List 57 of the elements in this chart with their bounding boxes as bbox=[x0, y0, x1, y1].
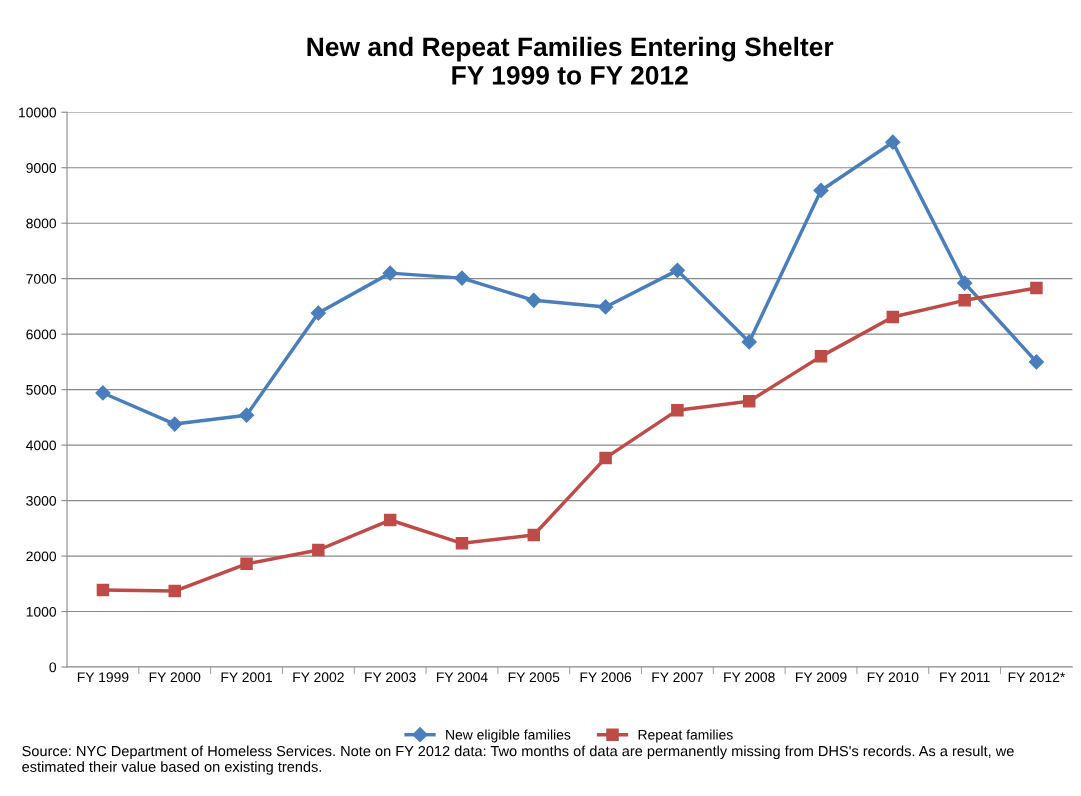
x-tick-label: FY 2000 bbox=[149, 672, 201, 683]
y-tick-label: 4000 bbox=[26, 440, 57, 451]
point bbox=[1030, 281, 1043, 295]
y-tick-label: 1000 bbox=[26, 606, 57, 617]
point bbox=[454, 270, 470, 286]
point bbox=[886, 310, 900, 324]
legend-label: Repeat families bbox=[638, 729, 733, 743]
point bbox=[238, 407, 255, 423]
x-tick-label: FY 2009 bbox=[796, 672, 847, 683]
point bbox=[599, 451, 612, 465]
point bbox=[741, 334, 757, 350]
point bbox=[671, 403, 684, 417]
point bbox=[95, 385, 111, 401]
y-tick-label: 10000 bbox=[19, 107, 57, 118]
point bbox=[742, 395, 756, 408]
y-tick-label: 7000 bbox=[26, 274, 57, 284]
x-tick-label: FY 2004 bbox=[436, 672, 488, 683]
point bbox=[167, 416, 183, 432]
point bbox=[957, 275, 973, 291]
point bbox=[168, 584, 181, 598]
point bbox=[240, 557, 253, 571]
point bbox=[814, 350, 828, 363]
x-tick-label: FY 1999 bbox=[77, 672, 129, 683]
x-tick-label: FY 2010 bbox=[867, 672, 919, 683]
source-note: Source: NYC Department of Homeless Services. Note on FY 2012 data: Two months of data are permanently missing from DHS's records. As a result, we estimated their value based on existing trends. bbox=[22, 745, 1014, 775]
y-tick-label: 3000 bbox=[26, 495, 57, 506]
point bbox=[1028, 354, 1045, 370]
point bbox=[96, 583, 110, 597]
x-tick-label: FY 2006 bbox=[580, 672, 632, 683]
point bbox=[312, 543, 325, 557]
point bbox=[382, 265, 398, 281]
y-tick-label: 0 bbox=[49, 662, 57, 673]
x-tick-label: FY 2002 bbox=[293, 672, 344, 683]
x-tick-label: FY 2005 bbox=[508, 672, 560, 683]
point bbox=[669, 262, 685, 278]
point bbox=[310, 305, 326, 321]
x-tick-label: FY 2012* bbox=[1008, 672, 1066, 683]
y-tick-label: 5000 bbox=[26, 384, 57, 395]
point bbox=[383, 513, 397, 527]
point bbox=[455, 537, 469, 550]
x-tick-label: FY 2003 bbox=[365, 672, 416, 683]
point bbox=[813, 182, 829, 199]
point bbox=[527, 528, 541, 542]
point bbox=[526, 292, 542, 308]
legend-label: New eligible families bbox=[446, 729, 571, 743]
y-tick-label: 8000 bbox=[26, 218, 57, 229]
point bbox=[958, 294, 971, 307]
x-tick-label: FY 2011 bbox=[940, 672, 990, 683]
y-tick-label: 6000 bbox=[26, 329, 57, 340]
point bbox=[885, 134, 901, 150]
x-tick-label: FY 2001 bbox=[221, 672, 272, 683]
x-tick-label: FY 2007 bbox=[652, 672, 703, 683]
y-tick-label: 9000 bbox=[26, 163, 57, 173]
point bbox=[598, 299, 614, 315]
x-tick-label: FY 2008 bbox=[724, 672, 775, 683]
y-tick-label: 2000 bbox=[26, 551, 57, 562]
chart-title: New and Repeat Families Entering Shelter FY 1999 to FY 2012 bbox=[307, 36, 834, 85]
